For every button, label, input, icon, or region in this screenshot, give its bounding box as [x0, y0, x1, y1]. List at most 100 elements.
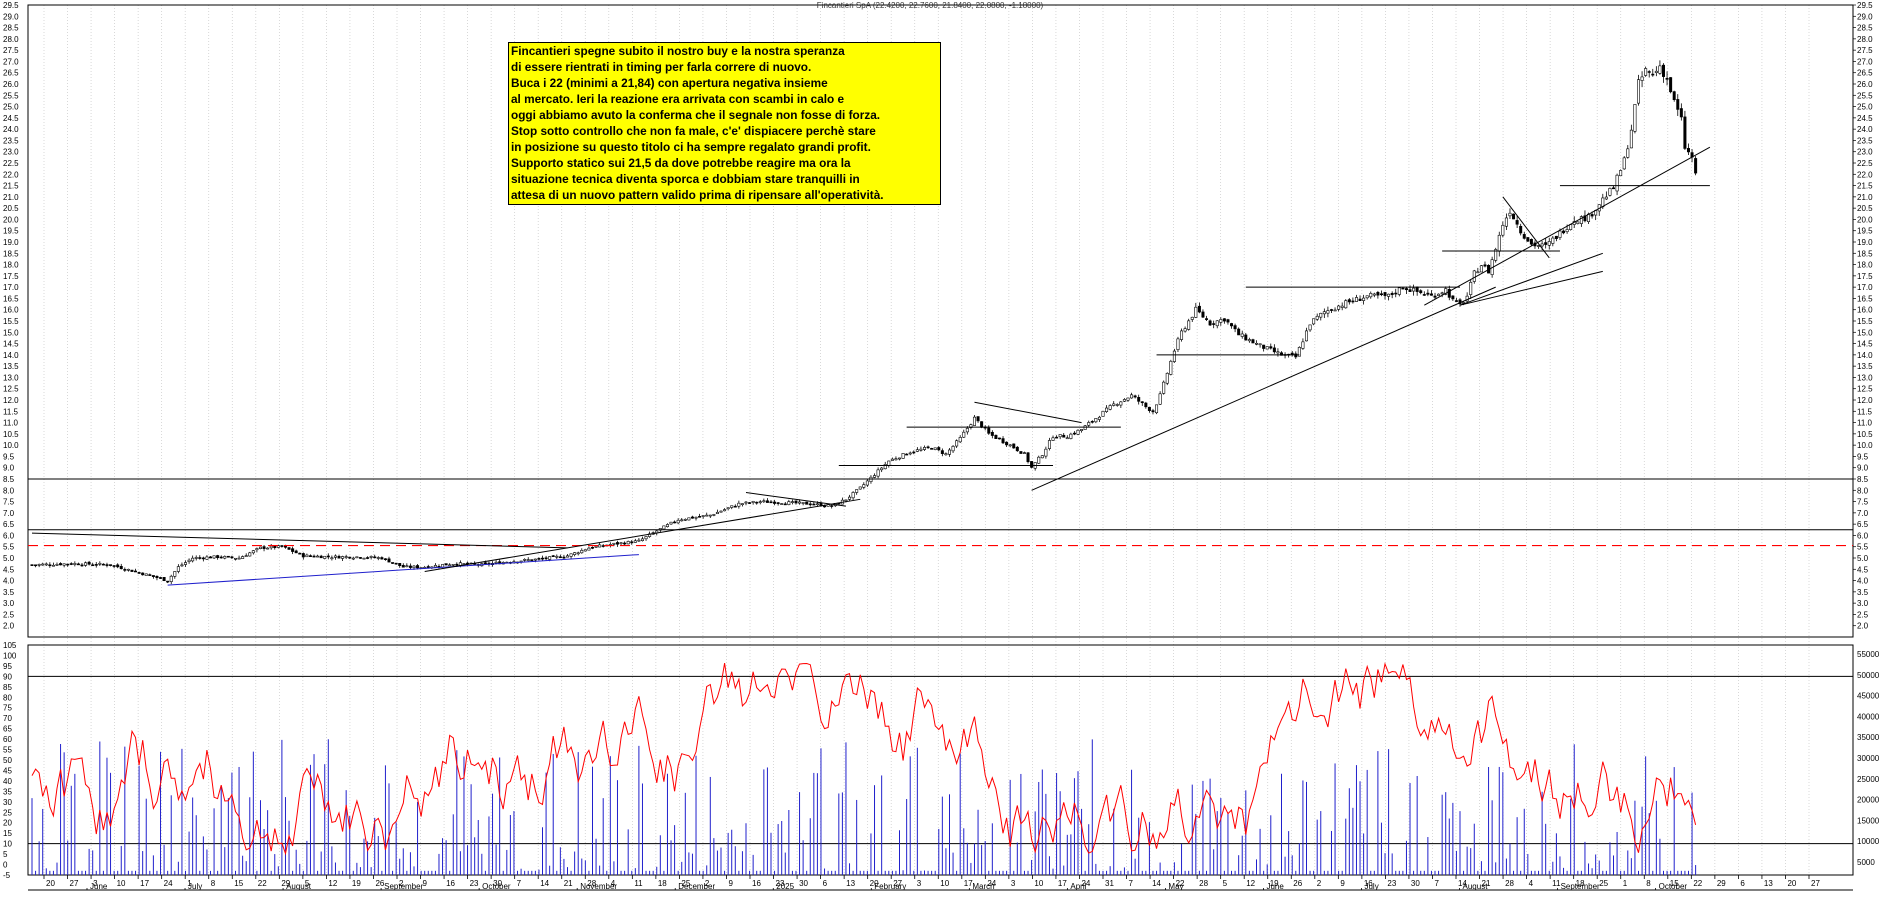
day-label: 28: [587, 879, 596, 888]
candle-body: [1097, 416, 1101, 420]
candle-body: [1437, 293, 1441, 296]
candle-body: [1297, 347, 1301, 357]
candle-body: [1333, 309, 1337, 312]
price-tick-label-right: 15.0: [1857, 328, 1873, 337]
price-tick-label-left: 7.0: [3, 509, 15, 518]
price-tick-label-left: 8.0: [3, 486, 15, 495]
day-label: 8: [211, 879, 216, 888]
candle-body: [1065, 437, 1069, 440]
candle-body: [1180, 330, 1184, 340]
candle-body: [958, 437, 962, 443]
price-tick-label-right: 10.0: [1857, 441, 1873, 450]
candle-body: [730, 505, 734, 508]
candle-body: [915, 449, 919, 452]
price-tick-label-left: 2.0: [3, 622, 15, 631]
candle-body: [830, 505, 834, 507]
day-label: 18: [658, 879, 667, 888]
price-tick-label-left: 24.5: [3, 114, 19, 123]
note-line: oggi abbiamo avuto la conferma che il se…: [511, 108, 881, 122]
day-label: 12: [328, 879, 337, 888]
candle-body: [1301, 341, 1305, 349]
candle-body: [333, 555, 337, 558]
candle-body: [1354, 297, 1358, 302]
candle-body: [323, 555, 327, 559]
price-tick-label-right: 21.0: [1857, 193, 1873, 202]
price-tick-label-left: 15.5: [3, 317, 19, 326]
candle-body: [44, 563, 48, 566]
candle-body: [987, 427, 991, 434]
candle-body: [387, 558, 391, 563]
oscillator-layer: [28, 662, 1853, 875]
candle-body: [1504, 217, 1508, 227]
candle-body: [455, 563, 459, 566]
price-tick-label-left: 19.0: [3, 238, 19, 247]
candle-body: [844, 499, 848, 502]
candle-body: [1251, 339, 1255, 344]
candle-body: [194, 557, 198, 559]
candle-body: [1412, 287, 1416, 292]
candle-body: [1644, 68, 1648, 76]
candle-body: [283, 545, 287, 548]
price-tick-label-right: 11.5: [1857, 407, 1873, 416]
candle-body: [662, 525, 666, 530]
day-label: 23: [1387, 879, 1396, 888]
oscillator-tick-label: 25: [3, 808, 12, 817]
candle-body: [1058, 434, 1062, 438]
month-label: June: [1266, 882, 1284, 891]
price-tick-label-right: 18.5: [1857, 249, 1873, 258]
candle-body: [1569, 224, 1573, 230]
day-label: 24: [1081, 879, 1090, 888]
candle-body: [898, 457, 902, 460]
candle-body: [1554, 235, 1558, 239]
price-tick-label-left: 3.5: [3, 588, 15, 597]
day-label: 11: [634, 879, 643, 888]
candle-body: [712, 514, 716, 516]
candle-body: [1258, 343, 1262, 346]
oscillator-tick-label: 50: [3, 756, 12, 765]
day-label: 12: [1246, 879, 1255, 888]
candle-body: [1401, 287, 1405, 290]
price-tick-label-left: 27.0: [3, 57, 19, 66]
price-tick-label-right: 11.0: [1857, 419, 1873, 428]
candle-body: [901, 453, 905, 459]
price-tick-label-left: 4.5: [3, 565, 15, 574]
candle-body: [94, 564, 98, 566]
day-label: 3: [1011, 879, 1016, 888]
price-tick-label-left: 2.5: [3, 610, 15, 619]
candle-body: [1294, 353, 1298, 358]
candle-body: [1244, 334, 1248, 341]
candle-body: [266, 547, 270, 550]
candle-body: [98, 562, 102, 565]
oscillator-tick-label: 15: [3, 829, 12, 838]
day-label: 13: [846, 879, 855, 888]
candle-body: [1012, 443, 1016, 449]
price-tick-label-right: 15.5: [1857, 317, 1873, 326]
day-label: 18: [1576, 879, 1585, 888]
trendline: [424, 498, 861, 573]
day-label: 27: [893, 879, 902, 888]
candle-body: [1669, 77, 1673, 93]
candle-body: [1047, 440, 1051, 449]
candle-body: [362, 557, 366, 560]
trendline: [31, 532, 568, 549]
day-label: 14: [1152, 879, 1161, 888]
candle-body: [1440, 292, 1444, 295]
price-tick-label-left: 23.0: [3, 148, 19, 157]
candle-body: [794, 500, 798, 504]
month-label: February: [874, 882, 906, 891]
month-label: September: [384, 882, 423, 891]
candle-body: [1576, 221, 1580, 224]
day-label: 16: [752, 879, 761, 888]
candle-body: [84, 562, 88, 566]
candle-body: [733, 505, 737, 508]
oscillator-line: [31, 662, 1697, 856]
candle-body: [1519, 225, 1523, 234]
candle-body: [1272, 347, 1276, 353]
candle-body: [673, 521, 677, 524]
oscillator-tick-label: 35: [3, 787, 12, 796]
trendline: [1031, 286, 1496, 491]
oscillator-tick-label: 65: [3, 725, 12, 734]
month-label: December: [678, 882, 715, 891]
candle-body: [433, 565, 437, 568]
price-tick-label-right: 14.5: [1857, 340, 1873, 349]
